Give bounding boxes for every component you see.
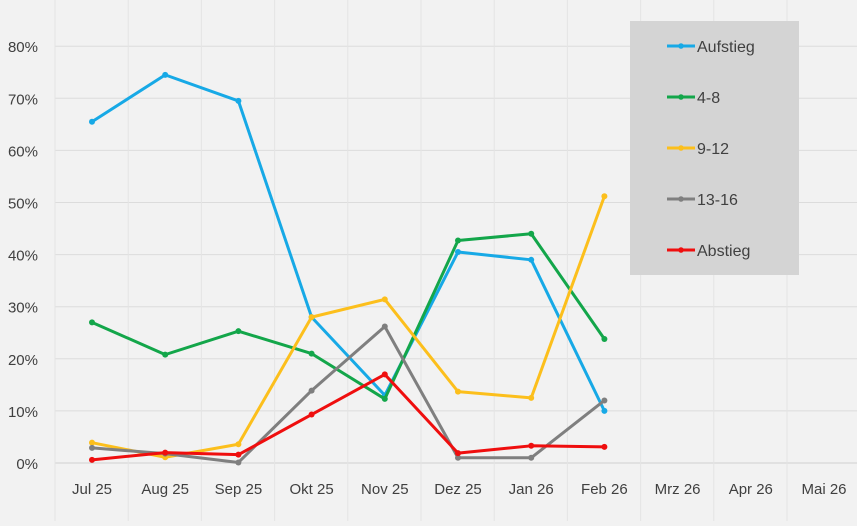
y-axis-tick-labels: 0% 10% 20% 30% 40% 50% 60% 70% 80% bbox=[8, 39, 38, 473]
data-point bbox=[308, 387, 315, 394]
legend-box bbox=[630, 21, 799, 275]
legend-label: Aufstieg bbox=[697, 39, 755, 56]
series-lines bbox=[89, 71, 608, 466]
data-point bbox=[455, 388, 461, 395]
x-tick-label: Aug 25 bbox=[141, 481, 189, 498]
data-point bbox=[455, 450, 461, 457]
y-tick-label: 70% bbox=[8, 91, 38, 108]
x-tick-label: Mrz 26 bbox=[655, 481, 701, 498]
data-point bbox=[89, 444, 95, 451]
data-point bbox=[601, 336, 608, 343]
x-tick-label: Apr 26 bbox=[729, 481, 773, 498]
legend-swatch-marker bbox=[678, 196, 684, 202]
data-point bbox=[162, 351, 169, 358]
data-point bbox=[455, 454, 461, 461]
data-point bbox=[235, 441, 242, 448]
y-tick-label: 10% bbox=[8, 404, 38, 421]
y-tick-label: 20% bbox=[8, 352, 38, 369]
legend: Aufstieg 4-8 9-12 13-16 Abstieg bbox=[630, 21, 799, 275]
data-point bbox=[235, 451, 242, 458]
x-tick-label: Mai 26 bbox=[801, 481, 846, 498]
x-tick-label: Feb 26 bbox=[581, 481, 628, 498]
y-tick-label: 30% bbox=[8, 300, 38, 317]
y-tick-label: 50% bbox=[8, 196, 38, 213]
series-line bbox=[91, 232, 606, 401]
data-point bbox=[601, 193, 608, 200]
data-point bbox=[308, 411, 315, 418]
data-point bbox=[601, 407, 608, 414]
series-4-8 bbox=[89, 230, 608, 402]
data-point bbox=[381, 296, 388, 303]
series-line bbox=[91, 324, 606, 464]
data-point bbox=[235, 97, 242, 104]
x-axis-tick-labels: Jul 25 Aug 25 Sep 25 Okt 25 Nov 25 Dez 25 Jan … bbox=[72, 481, 847, 498]
legend-swatch-marker bbox=[678, 247, 684, 253]
data-point bbox=[89, 439, 95, 446]
data-point bbox=[601, 443, 608, 450]
data-point bbox=[381, 323, 388, 330]
legend-label: 4-8 bbox=[697, 90, 720, 107]
data-point bbox=[308, 314, 315, 321]
series-line bbox=[91, 372, 605, 462]
data-point bbox=[89, 456, 95, 463]
legend-swatch-marker bbox=[678, 43, 684, 49]
legend-entry: Abstieg bbox=[667, 243, 750, 260]
data-point bbox=[455, 237, 461, 244]
y-tick-label: 60% bbox=[8, 143, 38, 160]
legend-label: Abstieg bbox=[697, 243, 750, 260]
x-tick-label: Nov 25 bbox=[361, 481, 409, 498]
data-point bbox=[89, 319, 95, 326]
legend-entry: 4-8 bbox=[667, 90, 720, 107]
data-point bbox=[381, 371, 388, 378]
y-tick-label: 80% bbox=[8, 39, 38, 56]
legend-swatch-marker bbox=[678, 94, 684, 100]
x-tick-label: Okt 25 bbox=[290, 481, 334, 498]
y-tick-label: 40% bbox=[8, 248, 38, 265]
data-point bbox=[308, 350, 315, 357]
data-point bbox=[528, 454, 535, 461]
y-tick-label: 0% bbox=[16, 456, 38, 473]
legend-label: 9-12 bbox=[697, 141, 729, 158]
x-tick-label: Sep 25 bbox=[215, 481, 263, 498]
data-point bbox=[528, 230, 535, 237]
legend-entry: 9-12 bbox=[667, 141, 729, 158]
legend-swatch-marker bbox=[678, 145, 684, 151]
series-abstieg bbox=[89, 371, 608, 463]
data-point bbox=[528, 394, 535, 401]
x-tick-label: Dez 25 bbox=[434, 481, 482, 498]
data-point bbox=[235, 328, 242, 335]
series-line bbox=[91, 73, 606, 412]
x-tick-label: Jul 25 bbox=[72, 481, 112, 498]
legend-entry: Aufstieg bbox=[667, 39, 755, 56]
data-point bbox=[528, 442, 535, 449]
data-point bbox=[381, 395, 388, 402]
legend-entry: 13-16 bbox=[667, 192, 738, 209]
x-tick-label: Jan 26 bbox=[509, 481, 554, 498]
data-point bbox=[162, 449, 169, 456]
data-point bbox=[601, 397, 608, 404]
data-point bbox=[162, 71, 169, 78]
data-point bbox=[89, 118, 95, 125]
data-point bbox=[235, 459, 242, 466]
data-point bbox=[455, 248, 461, 255]
series-13-16 bbox=[89, 323, 608, 466]
data-point bbox=[528, 256, 535, 263]
legend-label: 13-16 bbox=[697, 192, 738, 209]
